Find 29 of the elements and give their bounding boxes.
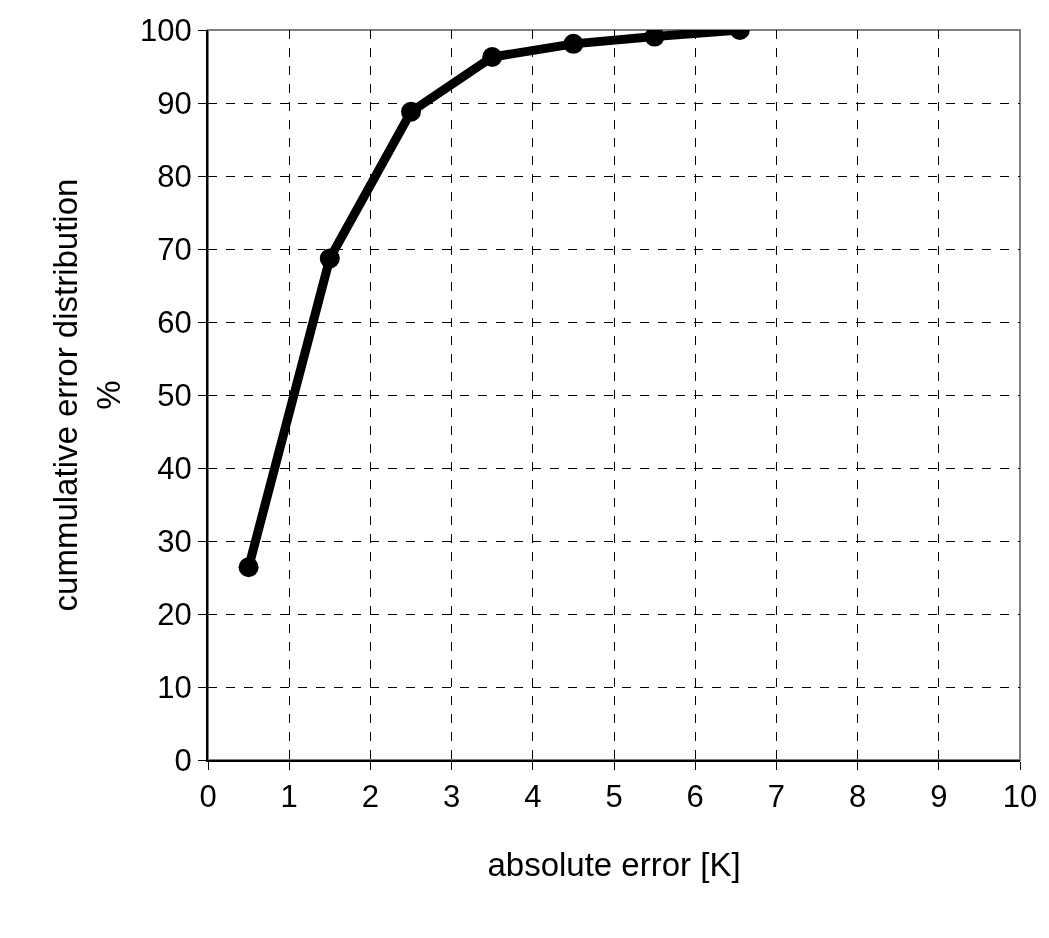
x-tick-label: 2 xyxy=(361,779,380,815)
y-axis-title: cummulative error distribution % xyxy=(46,178,127,612)
y-tick-label: 80 xyxy=(157,158,192,194)
point xyxy=(563,33,584,54)
y-tick-label: 0 xyxy=(174,742,192,778)
y-tick-label: 50 xyxy=(157,377,192,413)
x-tick-label: 8 xyxy=(848,779,867,815)
x-tick-label: 5 xyxy=(605,779,623,815)
y-tick-label: 70 xyxy=(157,231,192,267)
point xyxy=(482,47,503,67)
point xyxy=(401,101,421,122)
x-tick-label: 7 xyxy=(767,779,786,815)
point xyxy=(319,248,340,269)
y-tick-label: 20 xyxy=(157,596,192,632)
y-tick-label: 30 xyxy=(157,523,192,559)
x-tick-label: 3 xyxy=(442,779,461,815)
x-axis-title: absolute error [K] xyxy=(487,846,741,884)
x-tick-label: 0 xyxy=(199,779,217,815)
x-tick-label: 10 xyxy=(1002,779,1038,815)
x-tick-label: 4 xyxy=(524,779,542,815)
x-tick-label: 6 xyxy=(686,779,704,815)
y-tick-label: 40 xyxy=(157,450,192,486)
y-tick-label: 90 xyxy=(157,85,192,121)
y-tick-label: 60 xyxy=(157,304,192,340)
y-tick-label: 10 xyxy=(157,669,192,705)
x-tick-label: 1 xyxy=(280,779,298,815)
x-tick-label: 9 xyxy=(930,779,948,815)
point xyxy=(238,557,259,578)
y-tick-label: 100 xyxy=(140,12,192,48)
